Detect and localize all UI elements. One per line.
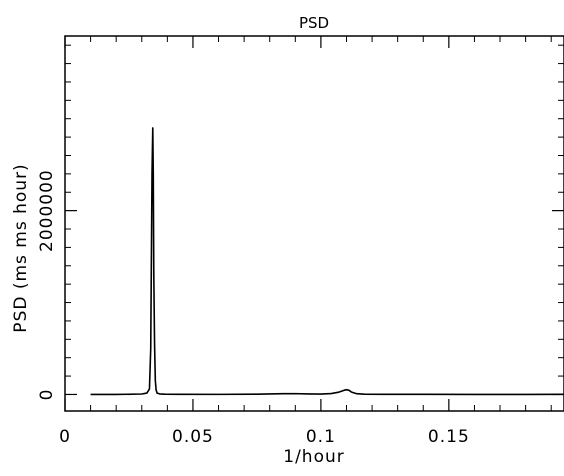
- y-tick-label: 2000000: [37, 169, 57, 252]
- x-axis-title: 1/hour: [283, 447, 344, 467]
- chart-title: PSD: [299, 14, 329, 32]
- x-tick-labels: 0 0.05 0.1 0.15: [59, 427, 470, 447]
- x-tick-label: 0.1: [306, 427, 336, 447]
- plot-frame: [64, 35, 564, 412]
- y-tick-label: 0: [37, 389, 57, 401]
- y-axis-title: PSD (ms ms hour): [11, 163, 31, 332]
- series-group: [90, 127, 564, 396]
- x-tick-label: 0: [59, 427, 71, 447]
- psd-series-line: [90, 127, 564, 396]
- y-tick-labels: 0 2000000: [37, 169, 57, 400]
- axis-ticks: [64, 36, 564, 411]
- x-tick-label: 0.15: [428, 427, 470, 447]
- x-tick-label: 0.05: [172, 427, 214, 447]
